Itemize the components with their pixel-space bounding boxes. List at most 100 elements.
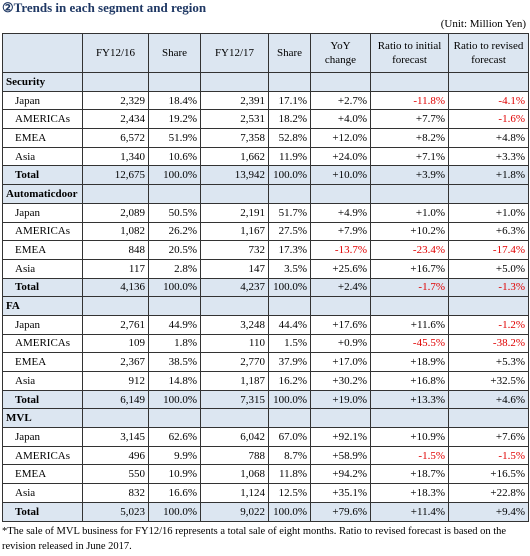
empty-cell bbox=[82, 72, 149, 92]
empty-cell bbox=[200, 296, 269, 316]
value-cell: 13,942 bbox=[200, 165, 269, 186]
value-cell: -1.6% bbox=[448, 109, 529, 130]
value-cell: +7.6% bbox=[448, 427, 529, 447]
value-cell: 20.5% bbox=[148, 240, 201, 260]
empty-cell bbox=[148, 296, 201, 316]
column-header: Share bbox=[268, 33, 311, 73]
value-cell: 62.6% bbox=[148, 427, 201, 447]
value-cell: +6.3% bbox=[448, 221, 529, 242]
empty-cell bbox=[148, 184, 201, 204]
value-cell: 2,089 bbox=[82, 202, 149, 223]
value-cell: 1,167 bbox=[200, 221, 269, 242]
value-cell: +5.0% bbox=[448, 258, 529, 279]
value-cell: 26.2% bbox=[148, 221, 201, 242]
value-cell: 9.9% bbox=[148, 445, 201, 466]
value-cell: 147 bbox=[200, 258, 269, 279]
value-cell: 6,572 bbox=[82, 128, 149, 148]
value-cell: 14.8% bbox=[148, 371, 201, 391]
header-row: FY12/16 Share FY12/17 Share YoY change Ratio … bbox=[2, 33, 529, 73]
value-cell: +7.9% bbox=[310, 221, 371, 242]
unit-note: (Unit: Million Yen) bbox=[440, 18, 526, 30]
row-label: EMEA bbox=[2, 464, 83, 485]
value-cell: 6,149 bbox=[82, 389, 149, 410]
value-cell: 110 bbox=[200, 333, 269, 354]
value-cell: +3.3% bbox=[448, 146, 529, 167]
empty-cell bbox=[310, 72, 371, 92]
value-cell: 9,022 bbox=[200, 501, 269, 522]
value-cell: +18.7% bbox=[370, 464, 449, 485]
value-cell: +8.2% bbox=[370, 128, 449, 148]
value-cell: +9.4% bbox=[448, 501, 529, 522]
value-cell: 100.0% bbox=[148, 277, 201, 298]
section-name: Security bbox=[2, 72, 83, 92]
value-cell: 44.9% bbox=[148, 314, 201, 335]
value-cell: 51.9% bbox=[148, 128, 201, 148]
value-cell: +11.6% bbox=[370, 314, 449, 335]
value-cell: 4,237 bbox=[200, 277, 269, 298]
value-cell: +4.0% bbox=[310, 109, 371, 130]
value-cell: +22.8% bbox=[448, 483, 529, 503]
value-cell: +11.4% bbox=[370, 501, 449, 522]
value-cell: 2,191 bbox=[200, 202, 269, 223]
region-row: Japan 3,145 62.6% 6,042 67.0% +92.1% +10.9% +7.… bbox=[2, 427, 529, 447]
header-cell bbox=[2, 33, 83, 73]
value-cell: -1.2% bbox=[448, 314, 529, 335]
region-row: Japan 2,329 18.4% 2,391 17.1% +2.7% -11.8% -4.1… bbox=[2, 90, 529, 111]
row-label: Japan bbox=[2, 314, 83, 335]
total-row: Total 4,136 100.0% 4,237 100.0% +2.4% -1.7% -1.… bbox=[2, 277, 529, 298]
row-label: Japan bbox=[2, 90, 83, 111]
value-cell: 100.0% bbox=[268, 165, 311, 186]
row-label: Total bbox=[2, 501, 83, 522]
value-cell: 496 bbox=[82, 445, 149, 466]
value-cell: +17.0% bbox=[310, 352, 371, 372]
section-name: Automaticdoor bbox=[2, 184, 83, 204]
value-cell: +17.6% bbox=[310, 314, 371, 335]
value-cell: +79.6% bbox=[310, 501, 371, 522]
value-cell: +1.0% bbox=[448, 202, 529, 223]
empty-cell bbox=[370, 184, 449, 204]
region-row: EMEA 848 20.5% 732 17.3% -13.7% -23.4% -17.4% bbox=[2, 240, 529, 260]
value-cell: +16.7% bbox=[370, 258, 449, 279]
value-cell: -11.8% bbox=[370, 90, 449, 111]
value-cell: 6,042 bbox=[200, 427, 269, 447]
value-cell: 12,675 bbox=[82, 165, 149, 186]
value-cell: +16.5% bbox=[448, 464, 529, 485]
empty-cell bbox=[268, 72, 311, 92]
empty-cell bbox=[200, 184, 269, 204]
value-cell: +30.2% bbox=[310, 371, 371, 391]
value-cell: 16.6% bbox=[148, 483, 201, 503]
empty-cell bbox=[448, 72, 529, 92]
region-row: Asia 832 16.6% 1,124 12.5% +35.1% +18.3% +22.8% bbox=[2, 483, 529, 503]
value-cell: 100.0% bbox=[148, 165, 201, 186]
column-header: Ratio to revised forecast bbox=[448, 33, 529, 73]
value-cell: 100.0% bbox=[268, 277, 311, 298]
region-row: AMERICAs 1,082 26.2% 1,167 27.5% +7.9% +10.2% +… bbox=[2, 221, 529, 242]
value-cell: +4.8% bbox=[448, 128, 529, 148]
empty-cell bbox=[310, 184, 371, 204]
value-cell: +2.4% bbox=[310, 277, 371, 298]
row-label: Asia bbox=[2, 146, 83, 167]
section-name: FA bbox=[2, 296, 83, 316]
value-cell: 18.2% bbox=[268, 109, 311, 130]
value-cell: 38.5% bbox=[148, 352, 201, 372]
value-cell: +3.9% bbox=[370, 165, 449, 186]
value-cell: +18.3% bbox=[370, 483, 449, 503]
value-cell: +10.2% bbox=[370, 221, 449, 242]
value-cell: 848 bbox=[82, 240, 149, 260]
value-cell: 17.3% bbox=[268, 240, 311, 260]
empty-cell bbox=[148, 408, 201, 429]
section-row: Automaticdoor bbox=[2, 184, 529, 204]
column-header: FY12/16 bbox=[82, 33, 149, 73]
value-cell: 1,124 bbox=[200, 483, 269, 503]
title: ②Trends in each segment and region bbox=[2, 0, 207, 15]
section-row: MVL bbox=[2, 408, 529, 429]
value-cell: 51.7% bbox=[268, 202, 311, 223]
row-label: Asia bbox=[2, 483, 83, 503]
value-cell: 3,145 bbox=[82, 427, 149, 447]
empty-cell bbox=[448, 408, 529, 429]
region-row: EMEA 550 10.9% 1,068 11.8% +94.2% +18.7% +16.5% bbox=[2, 464, 529, 485]
value-cell: 27.5% bbox=[268, 221, 311, 242]
row-label: EMEA bbox=[2, 128, 83, 148]
value-cell: +58.9% bbox=[310, 445, 371, 466]
row-label: Japan bbox=[2, 202, 83, 223]
